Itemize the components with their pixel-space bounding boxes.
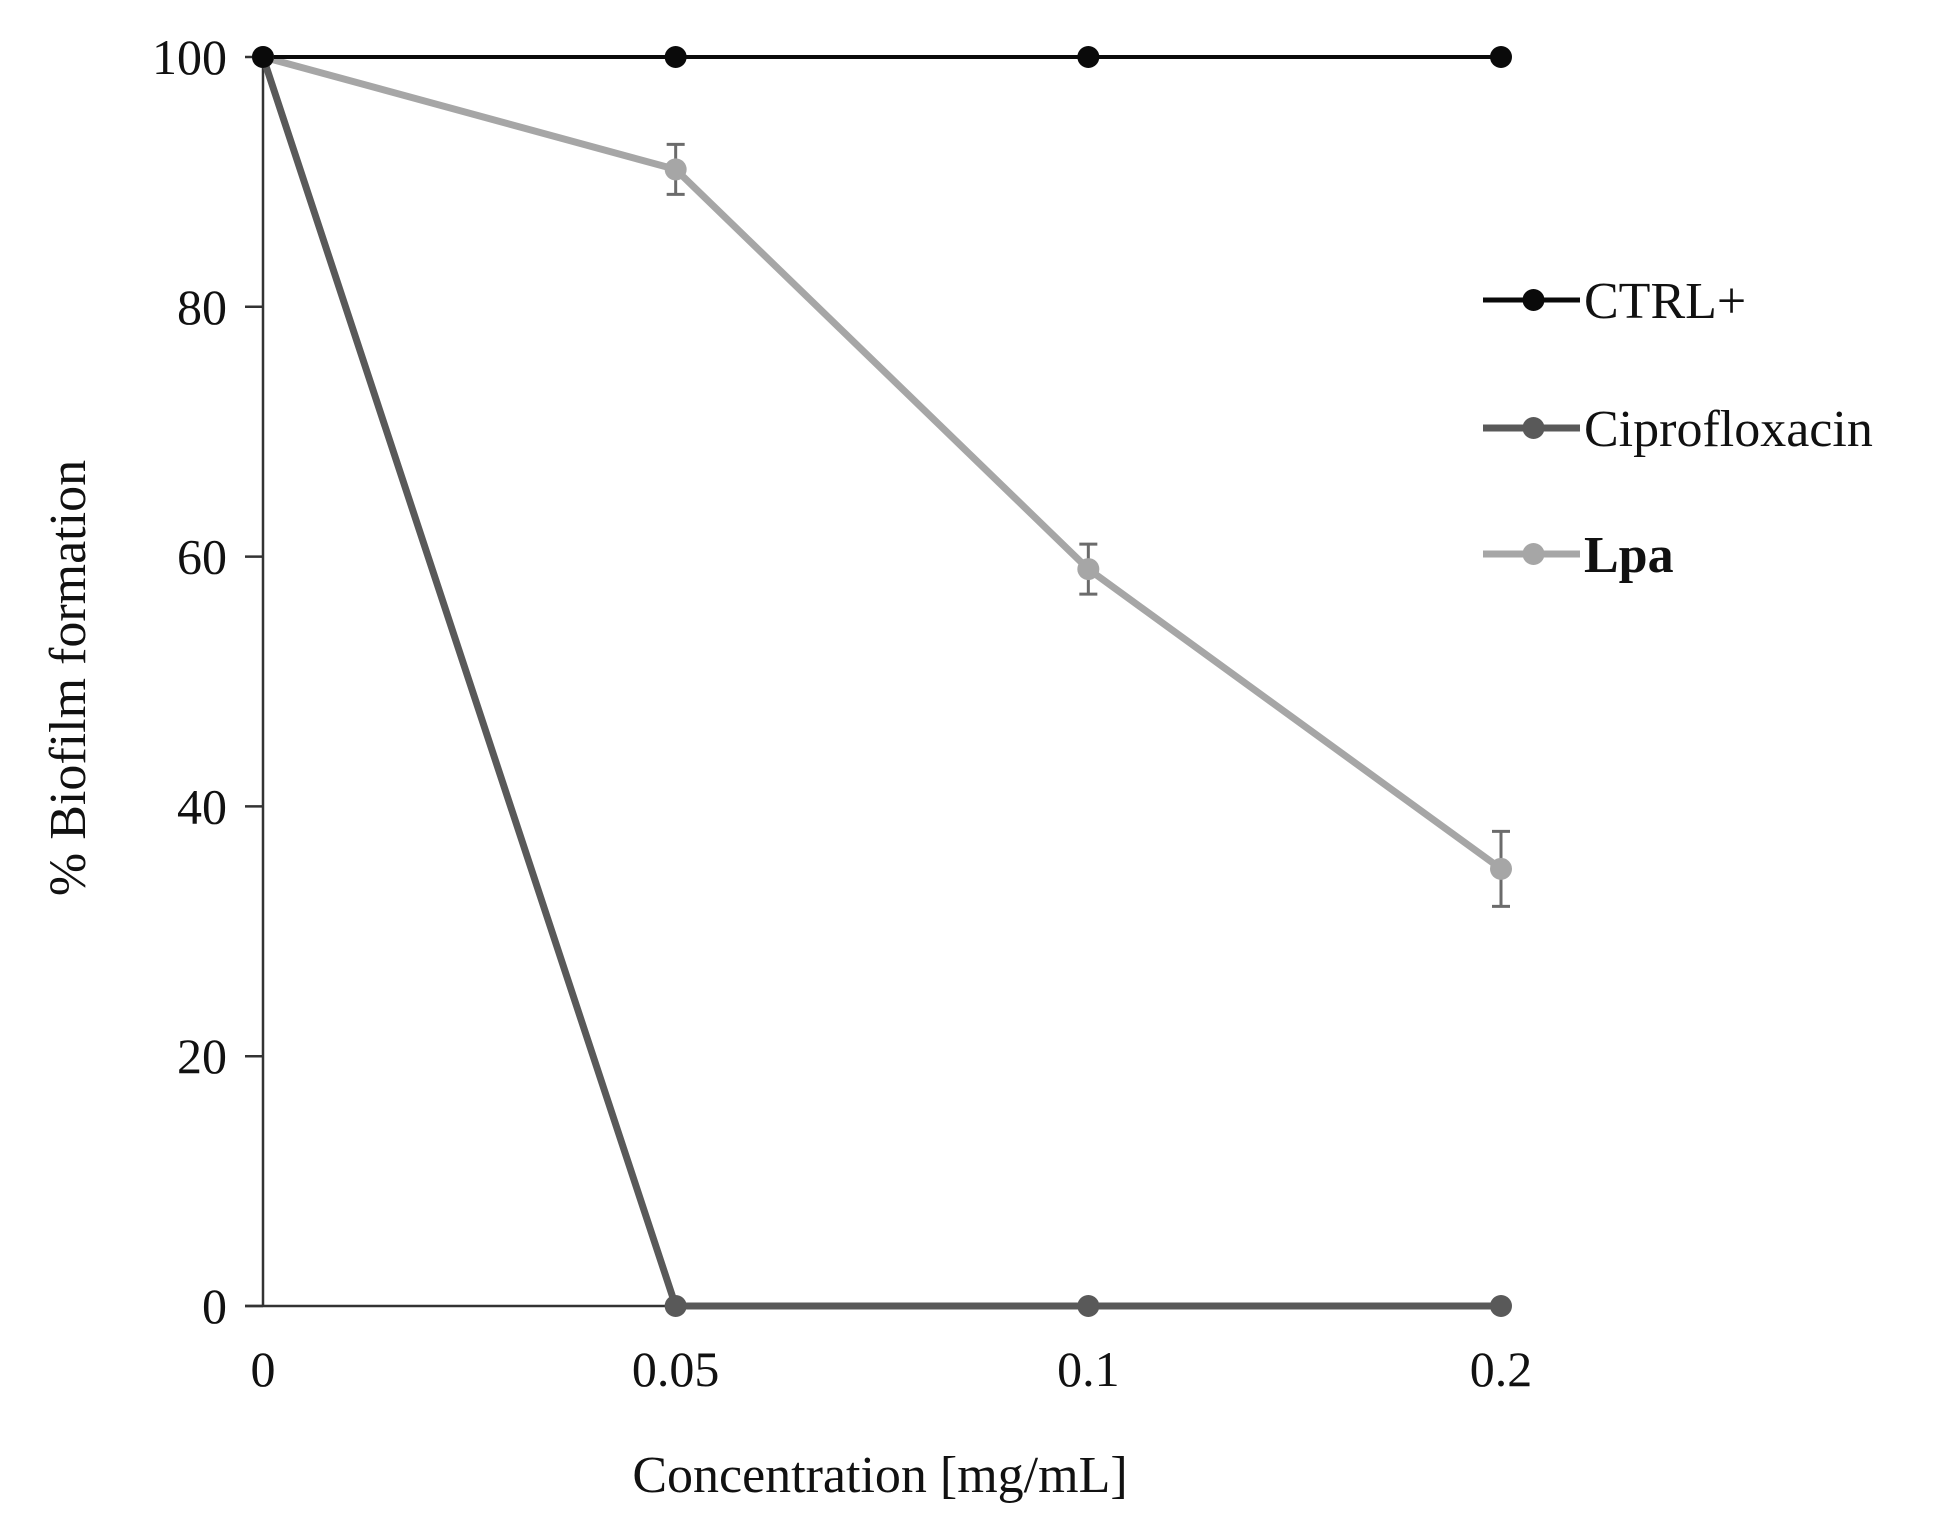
x-tick-label: 0.1 [1057,1341,1120,1397]
data-point [1077,558,1100,581]
y-tick-label: 60 [177,529,227,585]
data-point [252,46,274,68]
data-point [664,158,687,181]
x-axis-title: Concentration [mg/mL] [632,1447,1127,1504]
legend-marker [1522,289,1545,311]
legend-label: Ciprofloxacin [1584,401,1873,458]
y-tick-label: 0 [202,1278,227,1334]
series-line-lpa [262,53,1504,872]
series-lines [259,53,1504,1310]
data-point [1077,1295,1100,1317]
y-tick-label: 40 [177,778,227,834]
series-line-ciprofloxacin [259,55,1501,1310]
legend-label: Lpa [1584,527,1674,584]
y-tick-label: 100 [152,29,227,85]
axes [245,57,1501,1308]
x-tick-label: 0.05 [632,1341,720,1397]
x-tick-label: 0.2 [1470,1341,1533,1397]
y-tick-label: 80 [177,279,227,335]
y-axis-ticks: 0 20 40 60 80 100 [152,29,263,1334]
data-point [1490,857,1512,880]
data-point [664,1295,687,1317]
error-bars [666,142,1510,908]
data-point [1077,46,1100,68]
y-tick-label: 20 [177,1028,227,1084]
series-points [252,46,1512,1317]
x-tick-label: 0 [251,1341,276,1397]
legend-marker [1522,543,1545,565]
data-point [1490,1295,1512,1317]
legend: CTRL+ Ciprofloxacin Lpa [1483,273,1873,584]
y-axis-title: % Biofilm formation [40,460,97,896]
data-point [664,46,687,68]
legend-marker [1522,417,1545,439]
data-point [1490,46,1512,68]
legend-label: CTRL+ [1584,273,1746,330]
x-axis-ticks: 0 0.05 0.1 0.2 [251,1341,1533,1397]
